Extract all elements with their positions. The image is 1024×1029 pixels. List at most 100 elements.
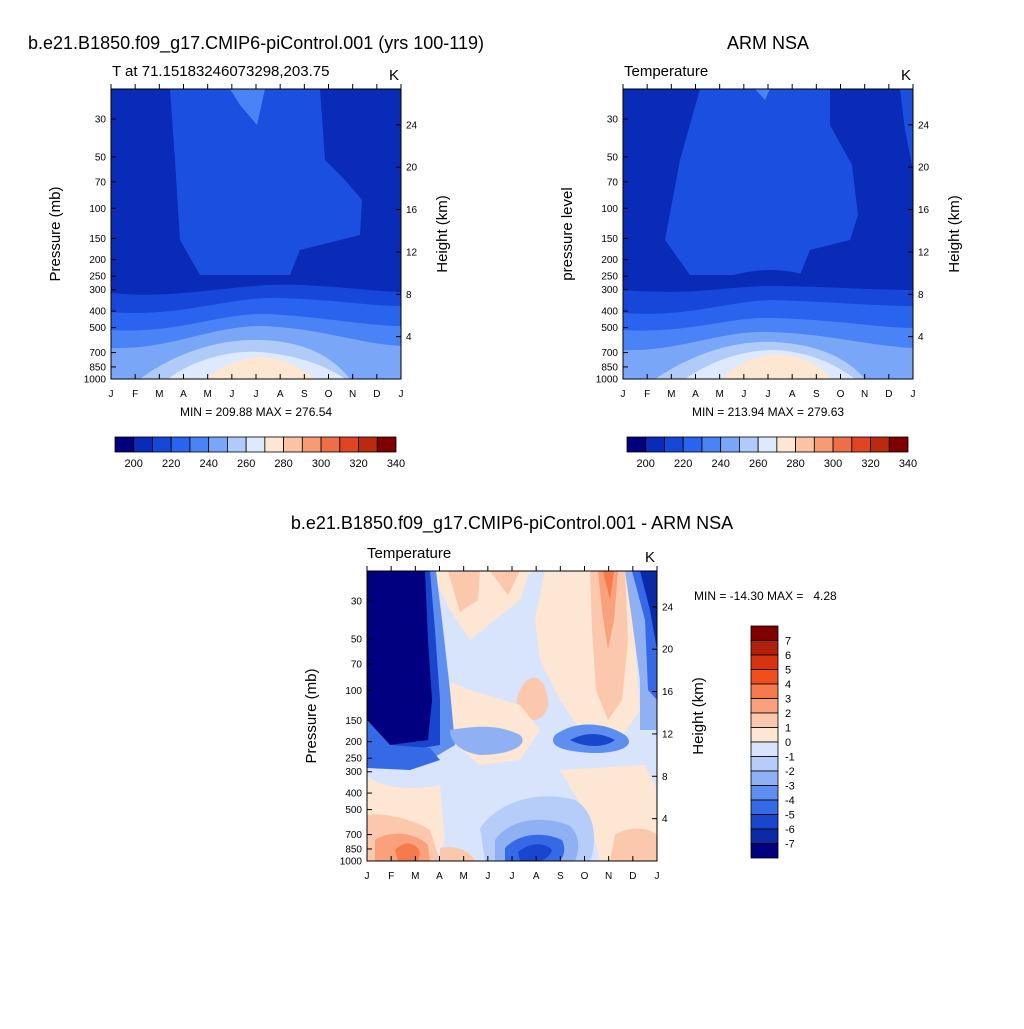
colorbar-obs: 200 220 240 260 280 300 320 340 (626, 436, 917, 470)
diff-month-tick-label: O (581, 871, 589, 882)
model-colorbar-swatch (133, 436, 153, 453)
model-colorbar-label: 300 (312, 458, 330, 470)
diff-month-tick-label: J (365, 871, 370, 882)
obs-colorbar-label: 300 (824, 458, 842, 470)
model-pressure-tick-label: 500 (89, 323, 106, 334)
diff-height-tick-label: 20 (662, 645, 674, 656)
obs-colorbar-swatch (645, 436, 665, 453)
diff-height-tick-label: 8 (662, 772, 668, 783)
model-height-tick-label: 20 (406, 163, 418, 174)
obs-month-tick-label: S (813, 389, 820, 400)
diff-pressure-tick-label: 100 (345, 686, 362, 697)
obs-colorbar-label: 340 (899, 458, 917, 470)
model-colorbar-swatch (264, 436, 285, 453)
model-colorbar-swatch (152, 436, 172, 453)
obs-colorbar-swatch (664, 436, 684, 453)
panel-obs-title: ARM NSA (727, 33, 809, 53)
diff-colorbar-swatch (750, 741, 779, 757)
obs-colorbar-swatch (870, 436, 890, 453)
obs-pressure-tick-label: 150 (601, 234, 618, 245)
obs-month-tick-label: D (885, 389, 892, 400)
obs-colorbar-swatch (888, 436, 909, 453)
model-month-tick-label: M (155, 389, 163, 400)
model-pressure-tick-label: 70 (95, 177, 107, 188)
diff-colorbar-label: 1 (785, 723, 791, 735)
diff-month-tick-label: M (459, 871, 467, 882)
model-pressure-tick-label: 100 (89, 204, 106, 215)
obs-month-tick-label: O (837, 389, 845, 400)
diff-month-tick-label: J (485, 871, 490, 882)
model-month-tick-label: J (399, 389, 404, 400)
panel-obs-units: K (901, 67, 911, 84)
diff-month-tick-label: A (436, 871, 443, 882)
model-month-tick-label: A (180, 389, 187, 400)
model-month-tick-label: N (349, 389, 356, 400)
obs-colorbar-label: 260 (749, 458, 767, 470)
model-pressure-tick-label: 30 (95, 115, 107, 126)
model-colorbar-swatch (358, 436, 378, 453)
diff-pressure-tick-label: 300 (345, 767, 362, 778)
obs-pressure-tick-label: 1000 (596, 375, 619, 386)
model-height-tick-label: 4 (406, 332, 412, 343)
panel-obs-ylabel-right: Height (km) (946, 195, 963, 273)
obs-pressure-tick-label: 100 (601, 204, 618, 215)
obs-height-tick-label: 8 (918, 290, 924, 301)
panel-obs: ARM NSA Temperature K 305 (559, 33, 963, 470)
panel-diff-stats: MIN = -14.30 MAX = 4.28 (694, 589, 837, 603)
diff-colorbar-swatch (750, 669, 779, 685)
diff-pressure-tick-label: 1000 (340, 857, 363, 868)
obs-pressure-tick-label: 30 (607, 115, 619, 126)
diff-pressure-tick-label: 30 (351, 597, 363, 608)
obs-colorbar-label: 240 (711, 458, 729, 470)
obs-colorbar-swatch (720, 436, 740, 453)
model-colorbar-label: 260 (237, 458, 255, 470)
diff-colorbar-swatch (750, 683, 779, 699)
model-month-tick-label: J (254, 389, 259, 400)
model-colorbar-label: 280 (274, 458, 292, 470)
diff-colorbar-label: -5 (785, 810, 795, 822)
model-height-tick-label: 12 (406, 247, 418, 258)
model-month-tick-label: S (301, 389, 308, 400)
diff-month-tick-label: D (629, 871, 636, 882)
model-month-tick-label: O (325, 389, 333, 400)
diff-colorbar-label: -3 (785, 781, 795, 793)
model-pressure-tick-label: 200 (89, 255, 106, 266)
model-month-tick-label: M (203, 389, 211, 400)
diff-colorbar-swatch (750, 698, 779, 714)
obs-month-tick-label: J (766, 389, 771, 400)
diff-colorbar-label: 2 (785, 708, 791, 720)
obs-month-tick-label: F (644, 389, 650, 400)
panel-model-title: b.e21.B1850.f09_g17.CMIP6-piControl.001 … (28, 33, 484, 54)
model-colorbar-label: 340 (387, 458, 405, 470)
obs-pressure-tick-label: 50 (607, 152, 619, 163)
plot-area-obs (622, 88, 914, 380)
model-colorbar-swatch (376, 436, 397, 453)
plot-area-diff (366, 570, 658, 862)
obs-colorbar-label: 220 (674, 458, 692, 470)
diff-pressure-tick-label: 200 (345, 737, 362, 748)
panel-model-units: K (389, 67, 399, 84)
model-colorbar-swatch (226, 436, 247, 453)
diff-colorbar-swatch (750, 843, 779, 859)
obs-colorbar-label: 280 (786, 458, 804, 470)
obs-colorbar-swatch (832, 436, 853, 453)
obs-colorbar-swatch (851, 436, 871, 453)
diff-month-tick-label: A (533, 871, 540, 882)
panel-diff-title: b.e21.B1850.f09_g17.CMIP6-piControl.001 … (291, 513, 733, 534)
diff-colorbar-swatch (750, 828, 779, 844)
model-month-tick-label: J (229, 389, 234, 400)
model-pressure-tick-label: 300 (89, 285, 106, 296)
model-colorbar-swatch (301, 436, 322, 453)
diff-pressure-tick-label: 850 (345, 844, 362, 855)
panel-model-ylabel-right: Height (km) (434, 195, 451, 273)
diff-month-tick-label: F (388, 871, 394, 882)
obs-height-tick-label: 4 (918, 332, 924, 343)
axes-model: 30 50 70 100 150 200 250 300 400 500 700 850 1000 24 2… (84, 84, 418, 400)
obs-pressure-tick-label: 400 (601, 307, 618, 318)
colorbar-diff: 7 6 5 4 3 2 1 0 -1 -2 -3 -4 -5 -6 -7 (750, 625, 795, 859)
panel-diff-subtitle: Temperature (367, 545, 451, 562)
panel-model-ylabel-left: Pressure (mb) (47, 186, 64, 281)
diff-month-tick-label: S (557, 871, 564, 882)
diff-pressure-tick-label: 500 (345, 805, 362, 816)
diff-colorbar-label: 4 (785, 679, 791, 691)
